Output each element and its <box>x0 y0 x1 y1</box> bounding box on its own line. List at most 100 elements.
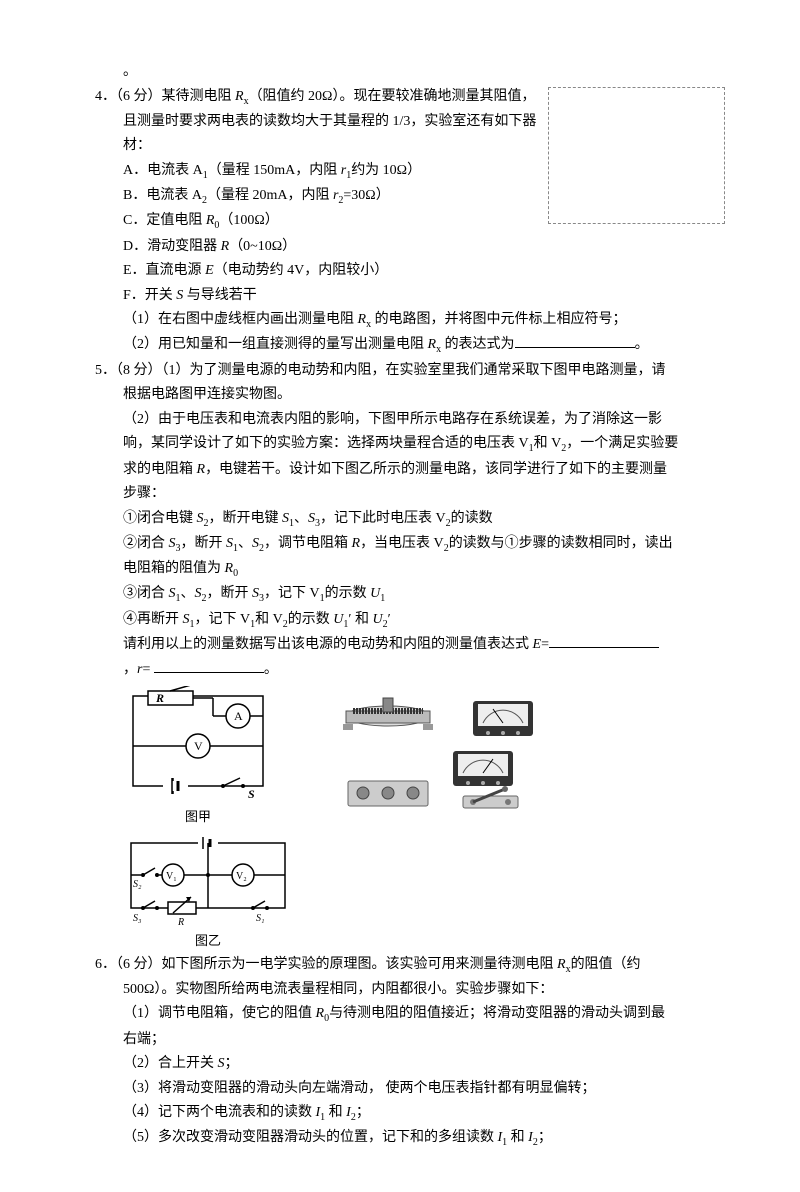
q5-p2e: 求的电阻箱 R，电键若干。设计如下图乙所示的测量电路，该同学进行了如下的主要测量 <box>95 458 720 483</box>
q6s4and: 和 <box>325 1105 346 1120</box>
q5-p2g: 步骤： <box>95 482 720 507</box>
s4d: 的示数 <box>288 612 334 627</box>
c-txt: C．定值电阻 <box>123 213 206 228</box>
figure-row-1: R A V <box>123 686 720 829</box>
s2e: ，当电压表 V <box>360 536 444 551</box>
q6s2s: S <box>218 1056 225 1071</box>
req: = <box>142 662 153 677</box>
s4u1p: ′ 和 <box>348 612 372 627</box>
s1d: ，记下此时电压表 V <box>320 511 446 526</box>
q4-sub1: （1）在右图中虚线框内画出测量电阻 Rx 的电路图，并将图中元件标上相应符号； <box>95 308 720 333</box>
ee: E <box>205 263 214 278</box>
s4c: 和 V <box>255 612 283 627</box>
s1e: 的读数 <box>451 511 493 526</box>
fend: 与导线若干 <box>183 288 257 303</box>
rx3: R <box>428 337 437 352</box>
equipment-photo <box>333 686 563 816</box>
concl: 请利用以上的测量数据写出该电源的电动势和内阻的测量值表达式 <box>123 637 533 652</box>
p2d: ，一个满足实验要 <box>566 436 678 451</box>
question-4: 4．（6 分）某待测电阻 Rx（阻值约 20Ω）。现在要较准确地测量其阻值， 且… <box>95 85 720 359</box>
opt-e: E．直流电源 E（电动势约 4V，内阻较小） <box>95 259 720 284</box>
q6s5and: 和 <box>507 1130 528 1145</box>
q6-stem: 6．（6 分）如下图所示为一电学实验的原理图。该实验可用来测量待测电阻 Rx的阻… <box>95 953 720 978</box>
s2g: 电阻箱的阻值为 <box>123 561 225 576</box>
q4s2b: 的表达式为 <box>441 337 515 352</box>
circuit-jia: R A V <box>123 686 273 829</box>
p2r: R <box>197 462 206 477</box>
s3b: 、 <box>181 586 195 601</box>
svg-text:R: R <box>155 691 164 705</box>
s4a: ④再断开 <box>123 612 183 627</box>
s3e: 的示数 <box>325 586 371 601</box>
q6-s3: （3）将滑动变阻器的滑动头向左端滑动， 使两个电压表指针都有明显偏转； <box>95 1077 720 1102</box>
conclE: E <box>533 637 542 652</box>
s2d: ，调节电阻箱 <box>264 536 352 551</box>
svg-text:S₂: S₂ <box>133 879 142 890</box>
s2r: R <box>225 561 234 576</box>
rend: 。 <box>264 662 278 677</box>
q6-s5: （5）多次改变滑动变阻器滑动头的位置，记下和的多组读数 I1 和 I2； <box>95 1126 720 1151</box>
rx: R <box>235 89 244 104</box>
svg-text:V₂: V₂ <box>236 871 247 882</box>
q6rx: R <box>557 957 566 972</box>
svg-text:V: V <box>194 739 203 753</box>
step2: ②闭合 S3，断开 S1、S2，调节电阻箱 R，当电压表 V2的读数与①步骤的读… <box>95 532 720 557</box>
q6s1r: R <box>316 1006 325 1021</box>
svg-text:S: S <box>248 787 255 801</box>
q6s2: （2）合上开关 <box>123 1056 218 1071</box>
q6ne: 的阻值（约 <box>571 957 641 972</box>
cval: （100Ω） <box>219 213 278 228</box>
q6-s4: （4）记下两个电流表和的读数 I1 和 I2； <box>95 1101 720 1126</box>
s3a: ③闭合 <box>123 586 169 601</box>
svg-text:A: A <box>234 709 243 723</box>
circuit-yi: V₁ V₂ S₂ S₃ R <box>123 835 720 953</box>
s1a: ①闭合电键 <box>123 511 197 526</box>
e-txt: E．直流电源 <box>123 263 205 278</box>
s2a: ②闭合 <box>123 536 169 551</box>
q4-after: （阻值约 20Ω）。现在要较准确地测量其阻值， <box>249 89 536 104</box>
p2b: 响，某同学设计了如下的实验方案：选择两块量程合适的电压表 V <box>123 436 529 451</box>
q6-s1: （1）调节电阻箱，使它的阻值 R0与待测电阻的阻值接近；将滑动变阻器的滑动头调到… <box>95 1002 720 1027</box>
d-txt: D．滑动变阻器 <box>123 239 221 254</box>
step2b: 电阻箱的阻值为 R0 <box>95 557 720 582</box>
q4s1a: （1）在右图中虚线框内画出测量电阻 <box>123 312 358 327</box>
caption-yi: 图乙 <box>123 930 293 953</box>
bval: =30Ω） <box>343 188 389 203</box>
step1: ①闭合电键 S2，断开电键 S1、S3，记下此时电压表 V2的读数 <box>95 507 720 532</box>
q4s1b: 的电路图，并将图中元件标上相应符号； <box>371 312 627 327</box>
q5-p2a: （2）由于电压表和电流表内阻的影响，下图甲所示电路存在系统误差，为了消除这一影 <box>95 408 720 433</box>
pre-dot: 。 <box>95 60 720 85</box>
s3u1: 1 <box>380 593 385 604</box>
q6s4a: （4）记下两个电流表和的读数 <box>123 1105 316 1120</box>
blank-r <box>154 658 264 673</box>
rline: ， <box>123 662 137 677</box>
s1b: ，断开电键 <box>209 511 283 526</box>
p2f: ，电键若干。设计如下图乙所示的测量电路，该同学进行了如下的主要测量 <box>205 462 667 477</box>
s3d: ，记下 V <box>264 586 320 601</box>
q5-p2b: 响，某同学设计了如下的实验方案：选择两块量程合适的电压表 V1和 V2，一个满足… <box>95 432 720 457</box>
aval: 约为 10Ω） <box>351 163 421 178</box>
svg-text:S₁: S₁ <box>256 913 264 924</box>
a-txt: A．电流表 A <box>123 163 203 178</box>
q5-stem: 5．（8 分）（1）为了测量电源的电动势和内阻，在实验室里我们通常采取下图甲电路… <box>95 359 720 384</box>
q4s2end: 。 <box>635 337 649 352</box>
q4-sub2: （2）用已知量和一组直接测得的量写出测量电阻 Rx 的表达式为。 <box>95 333 720 358</box>
b-txt: B．电流表 A <box>123 188 202 203</box>
rx2: R <box>358 312 367 327</box>
blank-e <box>549 633 659 648</box>
q4s2a: （2）用已知量和一组直接测得的量写出测量电阻 <box>123 337 428 352</box>
s1c: 、 <box>294 511 308 526</box>
q6num: 6．（6 分）如下图所示为一电学实验的原理图。该实验可用来测量待测电阻 <box>95 957 557 972</box>
dval: （0~10Ω） <box>229 239 296 254</box>
s3c: ，断开 <box>207 586 253 601</box>
s2f: 的读数与①步骤的读数相同时，读出 <box>449 536 673 551</box>
p2c: 和 V <box>534 436 562 451</box>
b-end: （量程 20mA，内阻 <box>207 188 333 203</box>
opt-f: F．开关 S 与导线若干 <box>95 284 720 309</box>
answer-box <box>548 87 725 224</box>
q6-s1c: 右端； <box>95 1028 720 1053</box>
s2c: 、 <box>238 536 252 551</box>
q6-s2: （2）合上开关 S； <box>95 1052 720 1077</box>
svg-text:R: R <box>177 917 184 928</box>
q6s5e: ； <box>538 1130 552 1145</box>
